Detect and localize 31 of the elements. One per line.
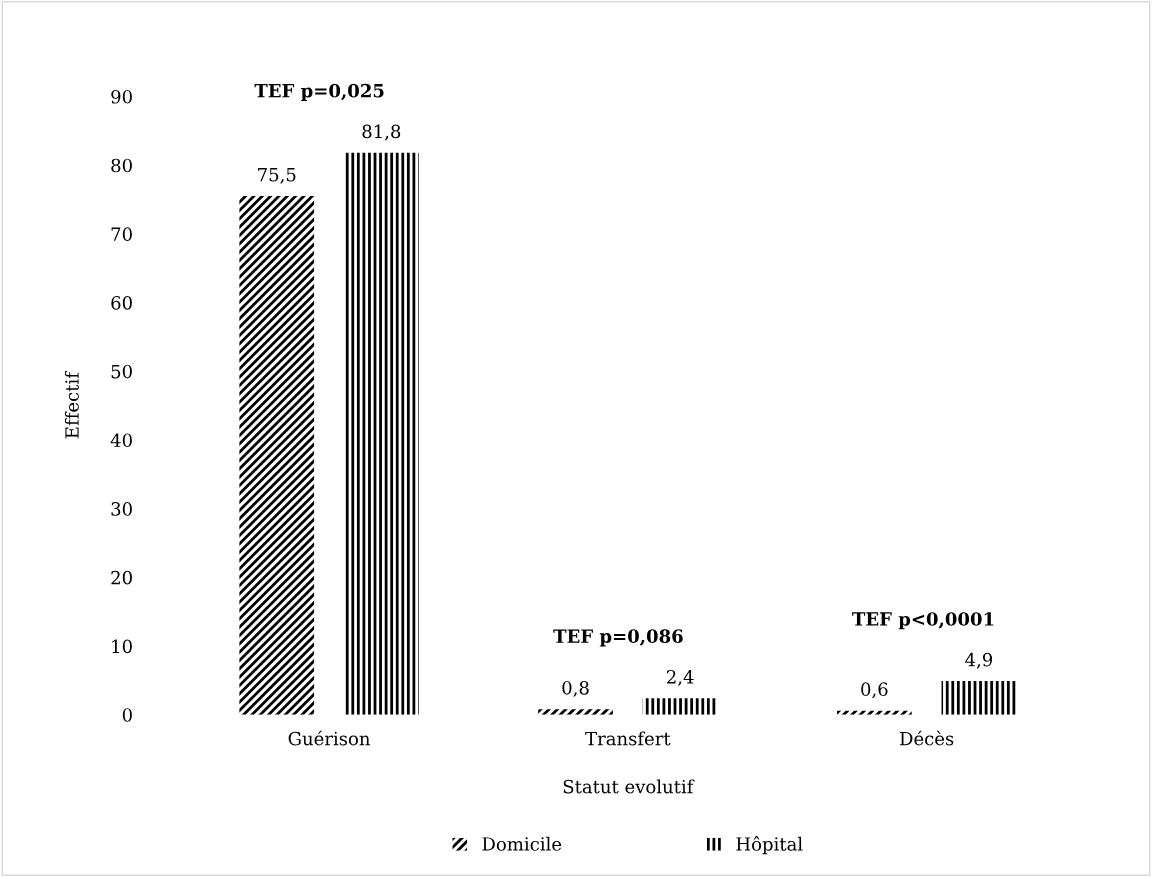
y-tick-label: 50 — [111, 364, 132, 379]
x-tick-label: Décès — [900, 730, 954, 746]
data-label: 2,4 — [667, 670, 694, 686]
y-tick-label: 30 — [111, 502, 132, 516]
bar — [642, 698, 718, 715]
annotation: TEF p<0,0001 — [852, 612, 994, 630]
y-tick-label: 80 — [111, 158, 132, 173]
y-axis-title: Effectif — [64, 371, 79, 439]
data-label: 4,9 — [965, 652, 993, 669]
legend-label: Hôpital — [736, 836, 803, 855]
y-tick-label: 90 — [111, 89, 132, 104]
bar — [538, 709, 613, 715]
y-tick-label: 70 — [111, 227, 132, 241]
data-label: 75,5 — [258, 168, 296, 184]
x-tick-label: Transfert — [585, 731, 671, 746]
data-label: 81,8 — [362, 124, 401, 141]
y-tick-label: 60 — [111, 296, 132, 310]
legend-label: Domicile — [482, 836, 562, 851]
y-tick-label: 20 — [111, 570, 132, 585]
x-tick-label: Guérison — [288, 730, 370, 746]
y-tick-label: 40 — [110, 433, 132, 448]
data-label: 0,6 — [861, 682, 888, 699]
bar — [343, 152, 419, 715]
y-tick-label: 10 — [112, 639, 132, 654]
data-label: 0,8 — [562, 680, 589, 697]
bar — [941, 681, 1017, 715]
annotation: TEF p=0,025 — [254, 83, 384, 101]
annotation: TEF p=0,086 — [553, 629, 683, 647]
bar — [239, 196, 315, 715]
y-tick-label: 0 — [122, 708, 132, 722]
x-axis-title: Statut evolutif — [563, 779, 695, 794]
